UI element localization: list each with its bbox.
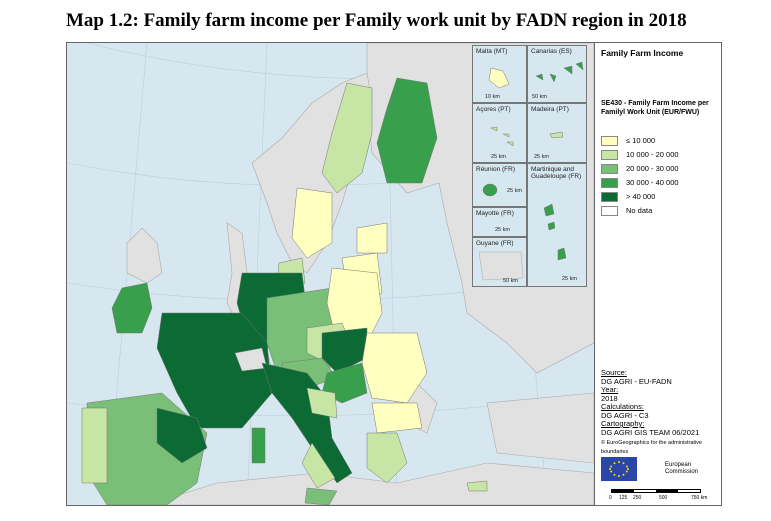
map-frame: Malta (MT) 10 km Canarias (ES) 50 km Aço… <box>66 42 722 506</box>
inset-label: Madeira (PT) <box>531 106 569 113</box>
inset-label: Martinique and Guadeloupe (FR) <box>531 166 582 180</box>
inset-reunion: Réunion (FR) 25 km <box>472 163 527 207</box>
inset-label: Açores (PT) <box>476 106 511 113</box>
inset-scale: 25 km <box>491 154 506 160</box>
inset-scale: 10 km <box>485 94 500 100</box>
inset-scale: 50 km <box>532 94 547 100</box>
calculations-heading: Calculations: <box>601 402 644 411</box>
ireland-region <box>111 282 153 334</box>
legend-item: 30 000 - 40 000 <box>601 177 679 188</box>
european-commission-logo: European Commission <box>601 454 719 484</box>
scale-bar <box>611 489 701 493</box>
sardinia-region <box>251 427 266 464</box>
greece-region <box>366 432 408 484</box>
legend-swatch <box>601 191 618 202</box>
legend-item: 10 000 - 20 000 <box>601 149 679 160</box>
inset-label: Canarias (ES) <box>531 48 572 55</box>
legend-label: 30 000 - 40 000 <box>626 178 679 187</box>
inset-malta: Malta (MT) 10 km <box>472 45 527 103</box>
italy-south-region <box>301 442 336 489</box>
legend-swatch <box>601 149 618 160</box>
legend-label: No data <box>626 206 653 215</box>
legend-label: ≤ 10 000 <box>626 136 656 145</box>
year-heading: Year: <box>601 385 619 394</box>
portugal-region <box>81 407 108 484</box>
bulgaria-region <box>371 402 423 434</box>
inset-label: Mayotte (FR) <box>476 210 514 217</box>
inset-scale: 50 km <box>503 278 518 284</box>
year-value: 2018 <box>601 393 618 403</box>
inset-scale: 25 km <box>562 276 577 282</box>
map-area[interactable]: Malta (MT) 10 km Canarias (ES) 50 km Aço… <box>67 43 594 505</box>
slovakia-region <box>321 327 368 374</box>
copyright-note: © EuroGeographics for the administrative… <box>601 440 702 455</box>
ec-wordmark: European Commission <box>665 462 699 475</box>
finland-region <box>376 77 438 184</box>
legend-title: Family Farm Income <box>601 48 684 58</box>
legend-swatch <box>601 163 618 174</box>
inset-guyane: Guyane (FR) 50 km <box>472 237 527 287</box>
legend-swatch <box>601 205 618 216</box>
legend-label: > 40 000 <box>626 192 656 201</box>
estonia-region <box>356 222 388 254</box>
legend-label: 10 000 - 20 000 <box>626 150 679 159</box>
inset-martinique: Martinique and Guadeloupe (FR) 25 km <box>527 163 587 287</box>
legend-item: ≤ 10 000 <box>601 135 655 146</box>
legend-subtitle: SE430 - Family Farm Income per Familyl W… <box>601 100 709 116</box>
legend-swatch <box>601 177 618 188</box>
legend-panel: Family Farm Income SE430 - Family Farm I… <box>594 43 721 505</box>
italy-north-region <box>261 362 353 484</box>
inset-scale: 25 km <box>507 188 522 194</box>
croatia-region <box>306 387 338 419</box>
inset-canarias: Canarias (ES) 50 km <box>527 45 587 103</box>
cyprus-region <box>466 480 488 492</box>
sweden-north-region <box>321 82 373 194</box>
sweden-south-region <box>291 187 333 259</box>
legend-item: No data <box>601 205 652 216</box>
inset-mayotte: Mayotte (FR) 25 km <box>472 207 527 237</box>
france-region <box>156 312 273 429</box>
source-value: DG AGRI - EU-FADN <box>601 376 672 386</box>
calculations-value: DG AGRI - C3 <box>601 410 649 420</box>
cartography-value: DG AGRI GIS TEAM 06/2021 <box>601 427 700 437</box>
inset-madeira: Madeira (PT) 25 km <box>527 103 587 163</box>
legend-item: > 40 000 <box>601 191 655 202</box>
source-heading: Source: <box>601 368 627 377</box>
inset-label: Malta (MT) <box>476 48 508 55</box>
legend-swatch <box>601 135 618 146</box>
page-title: Map 1.2: Family farm income per Family w… <box>66 10 687 31</box>
inset-label: Réunion (FR) <box>476 166 516 173</box>
legend-item: 20 000 - 30 000 <box>601 163 679 174</box>
catalonia-region <box>156 407 208 464</box>
inset-acores: Açores (PT) 25 km <box>472 103 527 163</box>
inset-label: Guyane (FR) <box>476 240 514 247</box>
eu-flag-icon <box>601 457 637 481</box>
map-metadata: Source: DG AGRI - EU-FADN Year: 2018 Cal… <box>601 368 725 456</box>
cartography-heading: Cartography: <box>601 419 645 428</box>
sicily-region <box>304 487 338 505</box>
inset-scale: 25 km <box>495 227 510 233</box>
legend-label: 20 000 - 30 000 <box>626 164 679 173</box>
inset-scale: 25 km <box>534 154 549 160</box>
